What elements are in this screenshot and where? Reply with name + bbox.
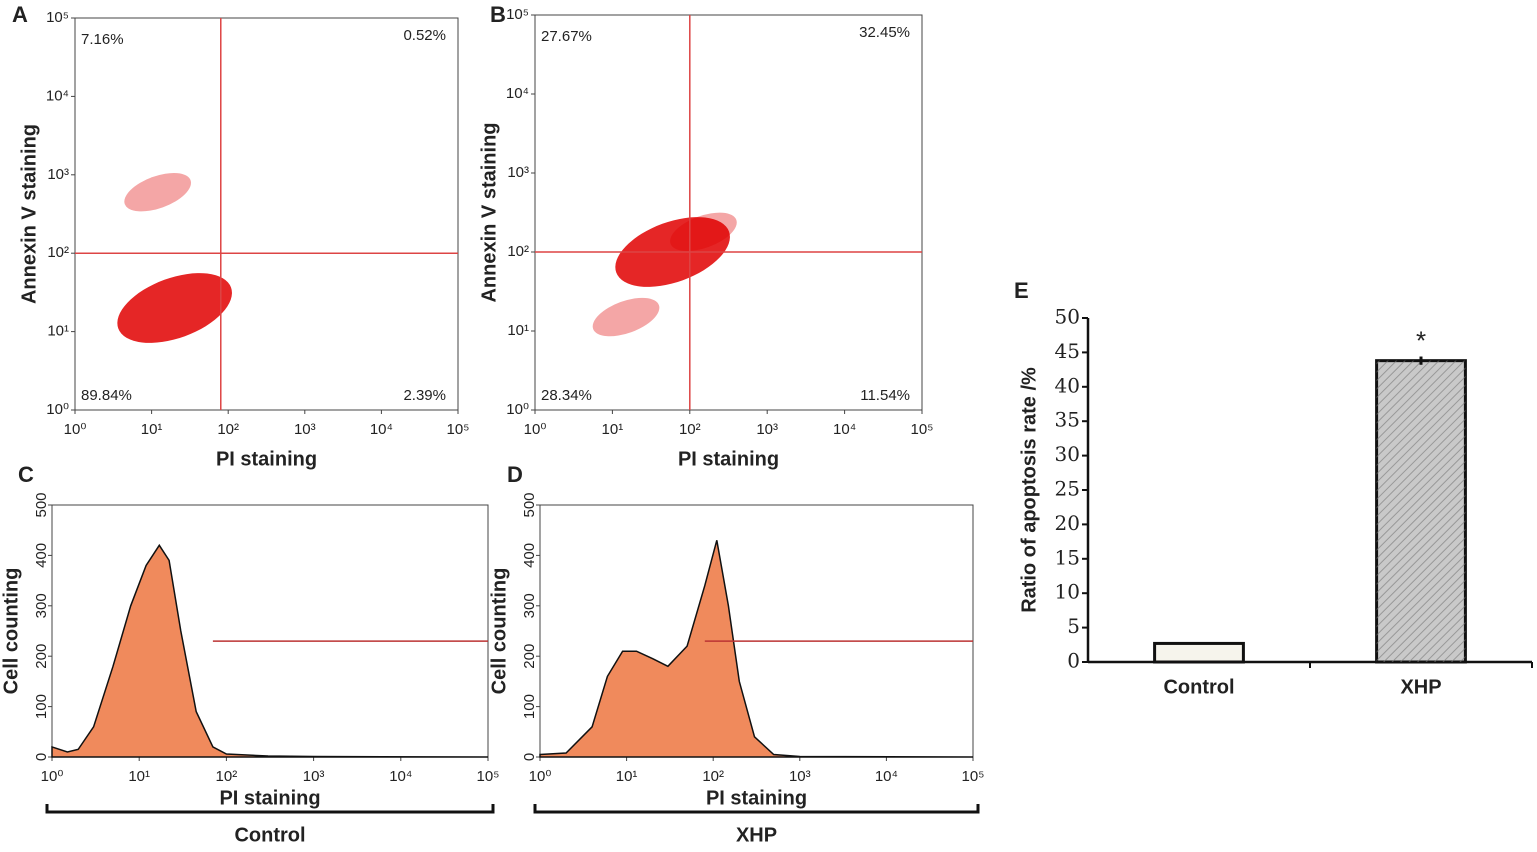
x-tick-label: 10⁰ (529, 768, 552, 785)
panel-letter: C (18, 462, 34, 487)
y-tick-label: 10⁰ (506, 401, 529, 418)
y-tick-label: 10¹ (47, 323, 69, 340)
group-bracket (533, 804, 980, 814)
x-tick-label: 10³ (303, 768, 325, 785)
y-tick-label: 30 (1055, 442, 1080, 466)
panel-letter: B (490, 2, 506, 27)
panel-letter: D (507, 462, 523, 487)
quadrant-percent: 0.52% (403, 27, 446, 44)
y-axis-label: Ratio of apoptosis rate /% (1018, 367, 1040, 613)
panel-letter: E (1014, 278, 1029, 303)
x-tick-label: 10¹ (141, 421, 163, 438)
cell-cluster (592, 297, 660, 337)
plot-frame (74, 17, 459, 411)
x-tick-label: 10⁰ (64, 421, 87, 438)
y-tick-label: 10⁴ (46, 87, 69, 104)
x-tick-label: 10³ (789, 768, 811, 785)
y-tick-label: 50 (1055, 305, 1080, 329)
y-tick-label: 10¹ (507, 322, 529, 339)
x-tick-label: 10² (217, 421, 239, 438)
x-tick-label: Control (1163, 676, 1234, 698)
y-tick-label: 10³ (507, 164, 529, 181)
x-tick-label: 10¹ (602, 421, 624, 438)
y-axis-label: Cell counting (0, 568, 22, 695)
y-tick-label: 0 (33, 753, 50, 761)
quadrant-percent: 32.45% (859, 24, 910, 41)
x-tick-label: 10⁰ (524, 421, 547, 438)
x-axis-label: PI staining (216, 448, 317, 470)
x-tick-label: 10⁴ (875, 768, 898, 785)
y-tick-label: 35 (1055, 408, 1080, 432)
y-tick-label: 10² (47, 244, 69, 261)
y-tick-label: 100 (33, 694, 50, 719)
quadrant-percent: 89.84% (81, 387, 132, 404)
y-tick-label: 300 (521, 593, 538, 618)
y-tick-label: 10³ (47, 166, 69, 183)
x-axis-label: PI staining (706, 787, 807, 809)
x-tick-label: 10⁵ (447, 421, 470, 438)
bar (1153, 641, 1245, 664)
x-tick-label: XHP (1400, 676, 1441, 698)
x-tick-label: 10⁰ (41, 768, 64, 785)
y-tick-label: 10⁰ (46, 401, 69, 418)
y-tick-label: 500 (521, 492, 538, 517)
x-tick-label: 10⁵ (477, 768, 500, 785)
y-tick-label: 200 (33, 644, 50, 669)
quadrant-percent: 2.39% (403, 387, 446, 404)
y-tick-label: 400 (521, 543, 538, 568)
y-tick-label: 0 (521, 753, 538, 761)
quadrant-percent: 7.16% (81, 31, 124, 48)
histogram-area (539, 540, 974, 758)
x-tick-label: 10² (702, 768, 724, 785)
quadrant-percent: 11.54% (860, 387, 910, 404)
x-tick-label: 10¹ (616, 768, 638, 785)
y-tick-label: 0 (1067, 649, 1080, 673)
y-tick-label: 10 (1055, 580, 1080, 604)
x-tick-label: 10⁴ (833, 421, 856, 438)
group-label: Control (234, 824, 305, 846)
quadrant-percent: 27.67% (541, 28, 592, 45)
y-tick-label: 10⁴ (506, 85, 529, 102)
x-tick-label: 10⁵ (962, 768, 985, 785)
y-tick-label: 400 (33, 543, 50, 568)
cell-cluster (670, 212, 737, 252)
group-label: XHP (736, 824, 777, 846)
quadrant-percent: 28.34% (541, 387, 592, 404)
plot-frame (534, 14, 923, 411)
x-tick-label: 10¹ (128, 768, 150, 785)
x-tick-label: 10³ (756, 421, 778, 438)
y-tick-label: 20 (1055, 511, 1080, 535)
y-tick-label: 40 (1055, 373, 1080, 397)
y-tick-label: 200 (521, 644, 538, 669)
y-tick-label: 300 (33, 593, 50, 618)
group-bracket (45, 804, 495, 814)
x-tick-label: 10⁵ (911, 421, 934, 438)
panel-letter: A (12, 2, 28, 27)
x-tick-label: 10² (216, 768, 238, 785)
x-axis-label: PI staining (678, 448, 779, 470)
y-tick-label: 10⁵ (46, 9, 69, 26)
y-tick-label: 100 (521, 694, 538, 719)
y-axis-label: Cell counting (488, 568, 510, 695)
x-tick-label: 10² (679, 421, 701, 438)
x-tick-label: 10⁴ (389, 768, 412, 785)
y-tick-label: 500 (33, 492, 50, 517)
y-tick-label: 25 (1055, 477, 1080, 501)
cell-cluster (117, 273, 232, 343)
y-tick-label: 10² (507, 243, 529, 260)
x-axis-label: PI staining (219, 787, 320, 809)
cell-cluster (124, 172, 192, 212)
x-tick-label: 10⁴ (370, 421, 393, 438)
significance-mark: * (1416, 325, 1426, 355)
y-axis-label: Annexin V staining (18, 124, 40, 304)
y-tick-label: 10⁵ (506, 6, 529, 23)
histogram-area (51, 543, 489, 758)
y-tick-label: 15 (1055, 545, 1080, 569)
y-tick-label: 45 (1055, 339, 1080, 363)
x-tick-label: 10³ (294, 421, 316, 438)
y-tick-label: 5 (1067, 614, 1080, 638)
bar-hatch (1376, 360, 1466, 662)
y-axis-label: Annexin V staining (478, 122, 500, 302)
